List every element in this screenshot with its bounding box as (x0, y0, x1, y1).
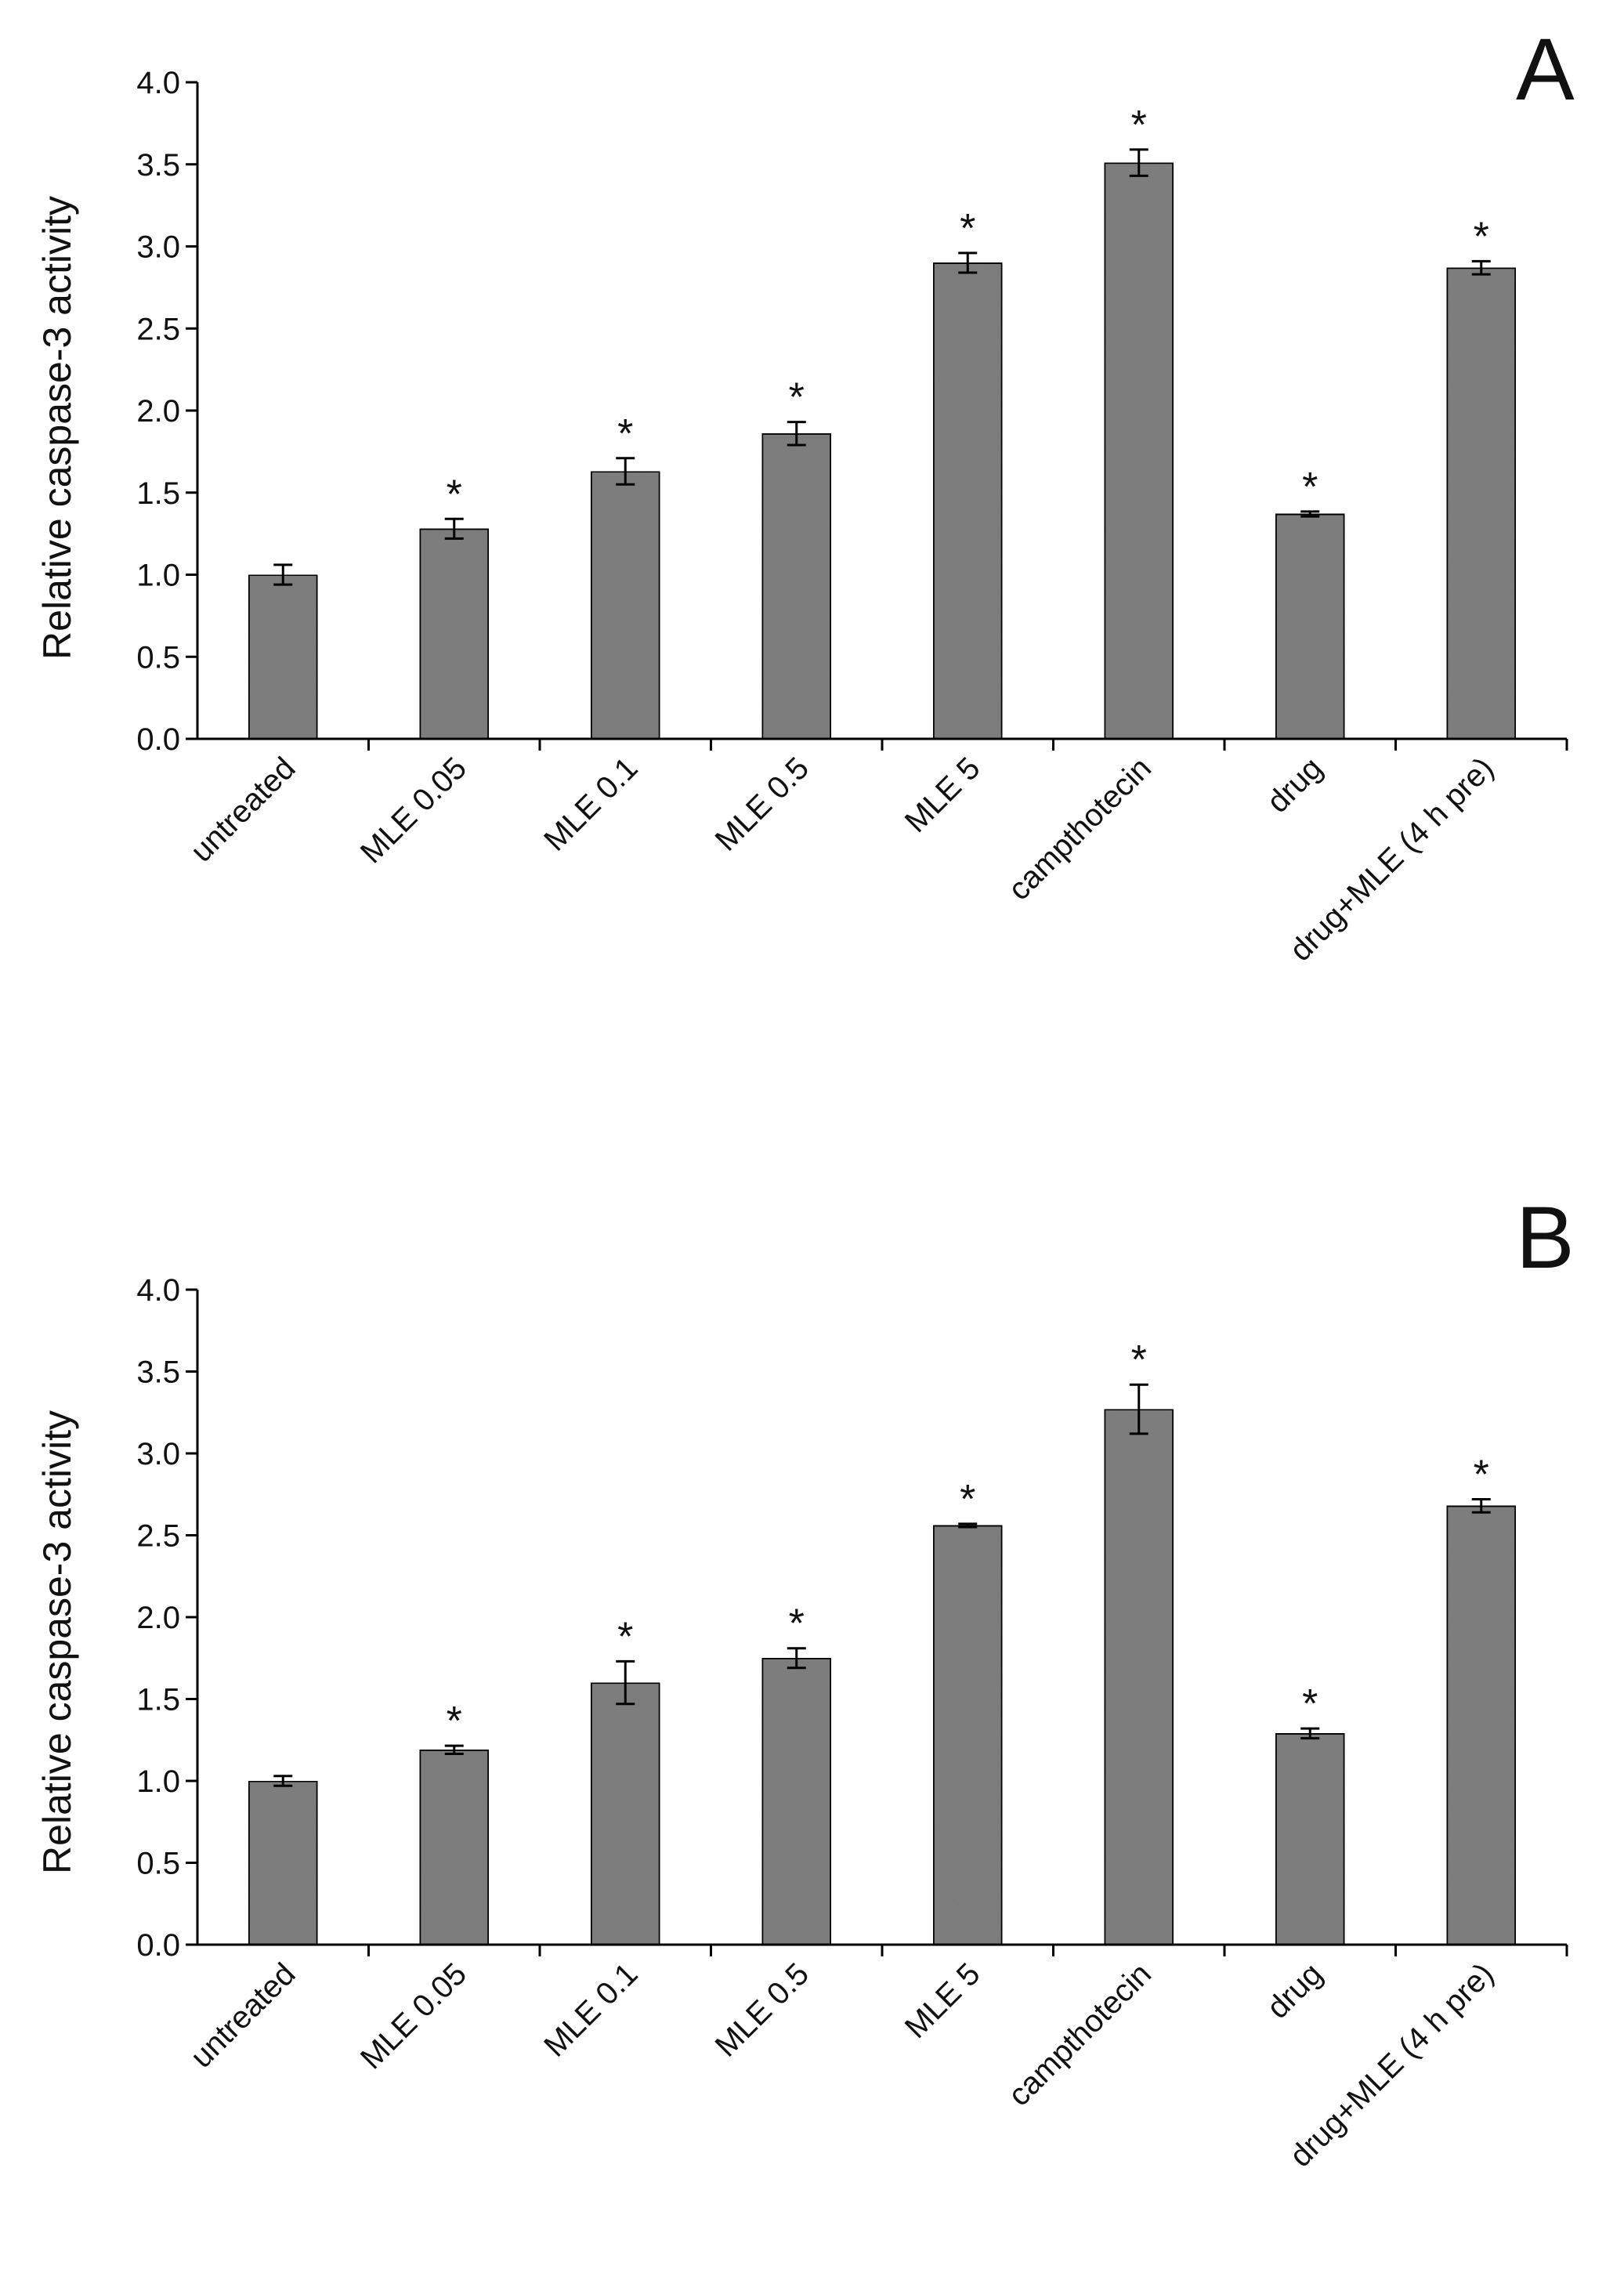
y-tick-label: 1.5 (136, 476, 180, 511)
bar-mle-0-05 (418, 1748, 490, 1946)
y-tick-label: 0.5 (136, 640, 180, 675)
x-category-label: MLE 0.05 (354, 1956, 473, 2076)
y-tick-label: 2.5 (136, 312, 180, 346)
x-category-label: MLE 0.1 (537, 1956, 644, 2063)
bar-mle-0-05 (418, 527, 490, 740)
x-category-label: drug (1260, 751, 1329, 820)
significance-asterisk: * (1131, 103, 1147, 148)
y-tick-label: 3.0 (136, 1437, 180, 1471)
x-category-label: MLE 0.05 (354, 751, 473, 870)
y-tick-label: 2.0 (136, 394, 180, 429)
significance-asterisk: * (960, 206, 975, 252)
bar-mle-0-1 (589, 1681, 661, 1946)
significance-asterisk: * (447, 472, 462, 517)
significance-asterisk: * (617, 1614, 633, 1659)
x-category-label: untreated (184, 1956, 302, 2075)
y-tick-label: 3.5 (136, 148, 180, 183)
panel-b-label: B (1516, 1189, 1575, 1287)
panel-a-label: A (1516, 20, 1575, 118)
y-tick-label: 2.5 (136, 1519, 180, 1554)
bar-mle-0-5 (761, 1656, 833, 1946)
x-category-label: campthotecin (1002, 1956, 1158, 2112)
panel-b-chart: Relative caspase-3 activity B 0.0 0.5 1.0 1… (35, 1189, 1575, 2173)
y-tick-label: 3.0 (136, 230, 180, 265)
y-tick-label: 4.0 (136, 66, 180, 100)
x-category-label: drug (1260, 1956, 1329, 2025)
significance-asterisk: * (1302, 465, 1318, 510)
x-category-label: MLE 0.1 (537, 751, 644, 857)
bar-mle-5 (931, 1524, 1004, 1946)
y-tick-label: 4.0 (136, 1273, 180, 1308)
x-category-label: MLE 0.5 (709, 751, 816, 857)
panel-b-marks: 0.0 0.5 1.0 1.5 2.0 2.5 3.0 3.5 4.0 untreated * MLE… (136, 1273, 1568, 2173)
x-category-label: MLE 5 (899, 1956, 987, 2045)
bar-campthotecin (1103, 161, 1175, 740)
bar-untreated (247, 574, 319, 740)
significance-asterisk: * (789, 375, 805, 421)
y-tick-label: 1.0 (136, 559, 180, 593)
significance-asterisk: * (1474, 214, 1489, 259)
y-tick-label: 1.0 (136, 1764, 180, 1799)
significance-asterisk: * (960, 1477, 975, 1522)
bar-drug-mle-4-h-pre (1445, 1504, 1517, 1946)
y-tick-label: 1.5 (136, 1683, 180, 1717)
bar-drug (1274, 512, 1346, 740)
x-category-label: campthotecin (1002, 751, 1158, 907)
bar-mle-5 (931, 261, 1004, 740)
bar-drug (1274, 1732, 1346, 1946)
bar-mle-0-1 (589, 470, 661, 740)
bar-mle-0-5 (761, 432, 833, 740)
y-tick-label: 0.0 (136, 1928, 180, 1963)
y-tick-label: 3.5 (136, 1355, 180, 1390)
significance-asterisk: * (1131, 1337, 1147, 1383)
significance-asterisk: * (789, 1601, 805, 1647)
x-category-label: untreated (184, 751, 302, 869)
significance-asterisk: * (1302, 1681, 1318, 1727)
panel-a-y-axis-title: Relative caspase-3 activity (35, 196, 79, 660)
panel-a-chart: Relative caspase-3 activity A 0.0 0.5 1.0 1… (35, 20, 1575, 968)
significance-asterisk: * (617, 411, 633, 457)
bar-drug-mle-4-h-pre (1445, 266, 1517, 740)
significance-asterisk: * (1474, 1453, 1489, 1498)
x-category-label: MLE 0.5 (709, 1956, 816, 2063)
panel-b-y-axis-title: Relative caspase-3 activity (35, 1410, 79, 1874)
panel-a-marks: 0.0 0.5 1.0 1.5 2.0 2.5 3.0 3.5 4.0 untreated * MLE… (136, 66, 1568, 968)
significance-asterisk: * (447, 1699, 462, 1744)
x-category-label: MLE 5 (899, 751, 987, 839)
bar-untreated (247, 1779, 319, 1946)
y-tick-label: 0.0 (136, 722, 180, 757)
y-tick-label: 0.5 (136, 1847, 180, 1881)
y-tick-label: 2.0 (136, 1601, 180, 1635)
bar-campthotecin (1103, 1408, 1175, 1946)
